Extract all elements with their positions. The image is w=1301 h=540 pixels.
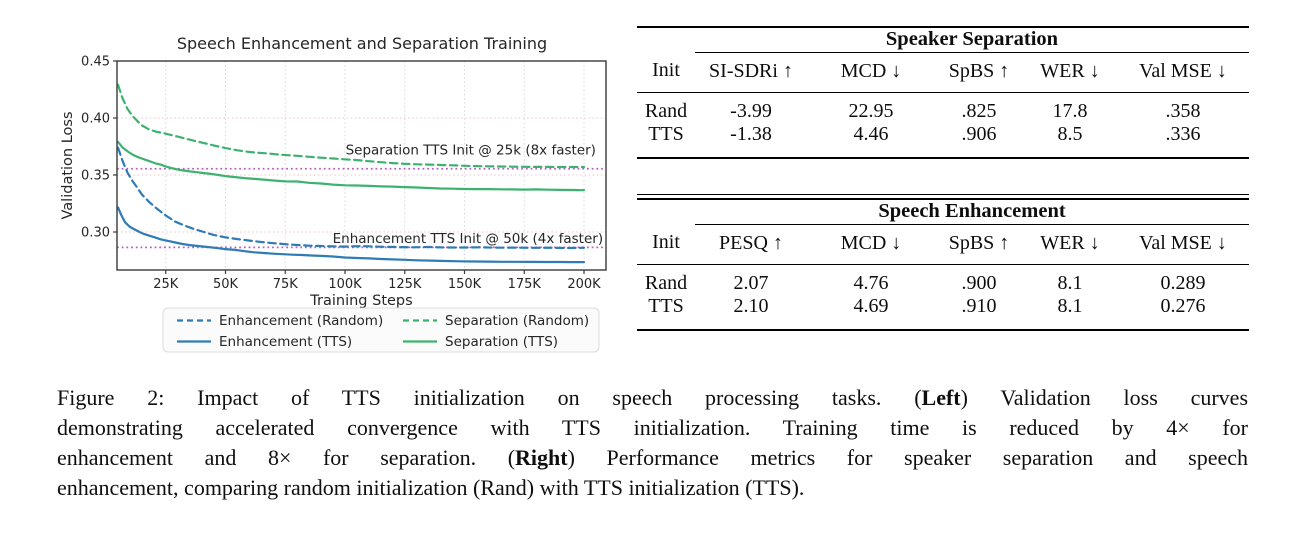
column-header: MCD ↓ <box>807 224 935 265</box>
x-tick-label: 100K <box>328 277 362 292</box>
x-tick-label: 75K <box>273 277 299 292</box>
table-cell: .358 <box>1165 99 1201 122</box>
y-tick-label: 0.35 <box>81 169 110 184</box>
caption-text: demonstrating accelerated convergence wi… <box>57 415 1248 440</box>
column-header: Init <box>637 52 695 93</box>
caption-text: ) Performance metrics for speaker separa… <box>567 445 1249 470</box>
speaker-separation-table: Speaker Separation Init SI-SDRi ↑ MCD ↓ … <box>637 26 1249 159</box>
table-cell: .910 <box>961 294 997 317</box>
x-tick-label: 200K <box>567 277 601 292</box>
chart-annotation: Enhancement TTS Init @ 50k (4x faster) <box>333 231 603 247</box>
caption-text: Figure 2: Impact of TTS initialization o… <box>57 385 922 410</box>
table-cell: Rand <box>644 99 688 122</box>
legend-label: Enhancement (Random) <box>219 313 383 329</box>
training-loss-chart: Separation TTS Init @ 25k (8x faster) Enh… <box>55 8 615 370</box>
chart-annotation: Separation TTS Init @ 25k (8x faster) <box>346 142 596 158</box>
legend-label: Enhancement (TTS) <box>219 334 352 350</box>
table-row: TTS -1.38 4.46 .906 8.5 .336 <box>637 123 1249 158</box>
legend-label: Separation (Random) <box>445 313 589 329</box>
table-cell: 8.1 <box>1057 294 1083 317</box>
column-header: PESQ ↑ <box>695 224 807 265</box>
x-tick-label: 175K <box>508 277 542 292</box>
table-cell: 2.07 <box>733 271 769 294</box>
table-cell: 4.46 <box>853 122 889 145</box>
table-cell: Rand <box>644 271 688 294</box>
series-enhancement-tts- <box>116 206 586 264</box>
table-title: Speaker Separation <box>695 27 1249 53</box>
table-cell: 4.76 <box>853 271 889 294</box>
column-header: Init <box>637 224 695 265</box>
x-tick-label: 150K <box>448 277 482 292</box>
table-cell: -1.38 <box>730 122 772 145</box>
speech-enhancement-table: Speech Enhancement Init PESQ ↑ MCD ↓ SpB… <box>637 194 1250 331</box>
table-title-spacer <box>637 199 695 224</box>
caption-line: enhancement and 8× for separation. (Righ… <box>57 443 1248 473</box>
table-cell: 2.10 <box>733 294 769 317</box>
chart-title: Speech Enhancement and Separation Traini… <box>177 34 547 53</box>
column-header: Val MSE ↓ <box>1117 52 1249 93</box>
table-cell: .906 <box>961 122 997 145</box>
x-tick-label: 125K <box>388 277 422 292</box>
y-tick-label: 0.30 <box>81 226 110 241</box>
plot-frame <box>116 60 607 271</box>
caption-bold-right: Right <box>515 445 568 470</box>
caption-text: enhancement, comparing random initializa… <box>57 475 805 500</box>
legend-label: Separation (TTS) <box>445 334 558 350</box>
table-row: Rand -3.99 22.95 .825 17.8 .358 <box>637 92 1249 123</box>
column-header: WER ↓ <box>1023 52 1117 93</box>
figure-caption: Figure 2: Impact of TTS initialization o… <box>57 383 1248 503</box>
x-axis-label: Training Steps <box>309 293 412 309</box>
y-axis-label: Validation Loss <box>60 111 76 219</box>
table-cell: .900 <box>961 271 997 294</box>
axis-ticks: 25K 50K 75K 100K 125K 150K 175K 200K 0.45 0.40 0.3… <box>81 55 601 293</box>
table-cell: 0.289 <box>1160 271 1206 294</box>
chart-legend: Enhancement (Random) Enhancement (TTS) Sep… <box>162 307 600 353</box>
caption-text: enhancement and 8× for separation. ( <box>57 445 516 470</box>
column-header: MCD ↓ <box>807 52 935 93</box>
column-header: SI-SDRi ↑ <box>695 52 807 93</box>
x-tick-label: 50K <box>213 277 239 292</box>
x-tick-label: 25K <box>153 277 179 292</box>
column-header: WER ↓ <box>1023 224 1117 265</box>
table-row: TTS 2.10 4.69 .910 8.1 0.276 <box>637 295 1249 330</box>
caption-line: Figure 2: Impact of TTS initialization o… <box>57 383 1248 413</box>
caption-line: demonstrating accelerated convergence wi… <box>57 413 1248 443</box>
caption-bold-left: Left <box>921 385 961 410</box>
table-cell: 8.5 <box>1057 122 1083 145</box>
table-cell: -3.99 <box>730 99 772 122</box>
table-cell: .825 <box>961 99 997 122</box>
table-cell: 8.1 <box>1057 271 1083 294</box>
table-title: Speech Enhancement <box>695 199 1250 225</box>
table-cell: .336 <box>1165 122 1201 145</box>
training-loss-chart-svg: Separation TTS Init @ 25k (8x faster) Enh… <box>60 34 607 353</box>
series-separation-tts- <box>116 140 586 192</box>
table-cell: 4.69 <box>853 294 889 317</box>
column-header: SpBS ↑ <box>935 224 1023 265</box>
caption-line: enhancement, comparing random initializa… <box>57 473 1248 503</box>
column-header: SpBS ↑ <box>935 52 1023 93</box>
table-row: Rand 2.07 4.76 .900 8.1 0.289 <box>637 264 1249 295</box>
table-cell: TTS <box>648 122 684 145</box>
series-enhancement-random- <box>116 146 586 250</box>
table-cell: 17.8 <box>1052 99 1088 122</box>
series-separation-random- <box>116 83 586 169</box>
table-cell: TTS <box>648 294 684 317</box>
caption-text: ) Validation loss curves <box>960 385 1248 410</box>
table-cell: 22.95 <box>848 99 894 122</box>
table-cell: 0.276 <box>1160 294 1206 317</box>
y-tick-label: 0.40 <box>81 112 110 127</box>
y-tick-label: 0.45 <box>81 55 110 70</box>
table-title-spacer <box>637 27 695 52</box>
column-header: Val MSE ↓ <box>1117 224 1250 265</box>
